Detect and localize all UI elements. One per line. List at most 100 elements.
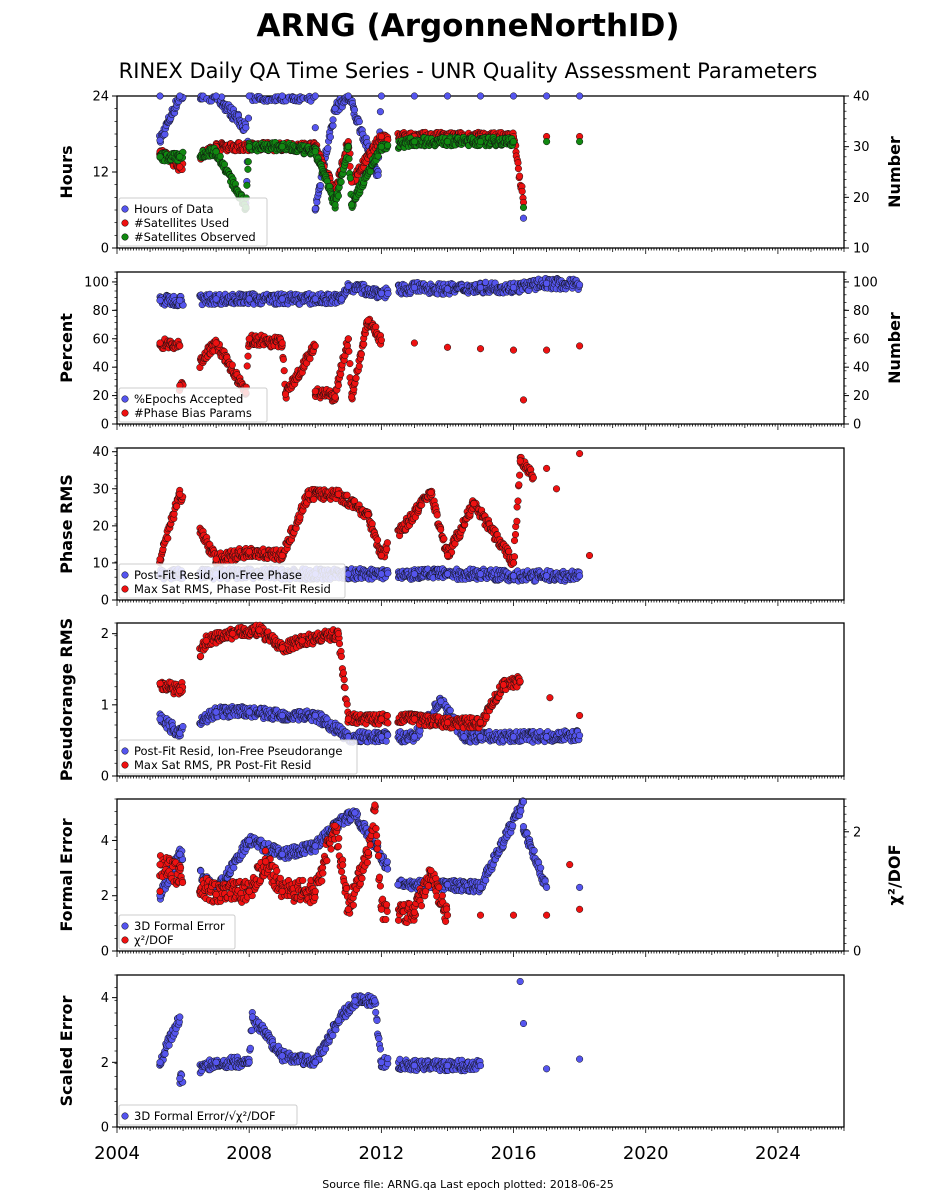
- data-point: [338, 295, 346, 303]
- data-point: [364, 511, 372, 519]
- data-point: [346, 360, 354, 368]
- data-point: [576, 281, 584, 289]
- data-point: [513, 503, 521, 511]
- series-hours-of-data: [156, 92, 584, 222]
- data-point: [443, 343, 452, 351]
- data-point: [433, 511, 441, 519]
- data-point: [443, 138, 452, 146]
- data-point: [345, 155, 353, 163]
- y2-tick-label: 60: [853, 332, 870, 347]
- data-point: [437, 525, 445, 534]
- data-point: [329, 122, 337, 130]
- data-point: [518, 187, 526, 195]
- data-point: [509, 559, 518, 567]
- data-point: [278, 339, 286, 347]
- data-point: [346, 174, 354, 182]
- data-point: [278, 143, 286, 151]
- data-point: [316, 181, 325, 190]
- data-point: [427, 488, 435, 497]
- data-point: [331, 201, 339, 209]
- data-point: [212, 339, 220, 347]
- data-point: [383, 545, 391, 553]
- data-point: [156, 555, 164, 563]
- data-point: [576, 92, 584, 100]
- data-point: [476, 138, 485, 146]
- data-point: [352, 374, 360, 382]
- data-point: [242, 124, 250, 132]
- data-point: [519, 396, 528, 404]
- data-point: [244, 114, 253, 122]
- series-max-sat-rms-phase-post-fit-resid: [156, 450, 594, 569]
- legend-marker: [121, 233, 129, 241]
- y2-tick-label: 0: [853, 418, 861, 433]
- panel-2: 0 20 40 60 80 100 0 20 40 60 80 100 Percent Number %Ep…: [57, 271, 904, 433]
- data-point: [543, 572, 551, 580]
- legend-label: #Satellites Used: [134, 216, 229, 230]
- y-tick-label: 1: [101, 698, 109, 713]
- series--epochs-accepted: [156, 274, 584, 310]
- data-point: [311, 342, 319, 350]
- data-point: [156, 92, 164, 100]
- y2-tick-label: 20: [853, 389, 870, 404]
- data-point: [514, 497, 522, 505]
- data-point: [377, 570, 385, 578]
- data-point: [176, 342, 184, 350]
- data-point: [364, 316, 372, 324]
- legend-label: %Epochs Accepted: [134, 392, 243, 406]
- data-point: [515, 481, 523, 489]
- data-point: [514, 165, 522, 173]
- legend-marker: [121, 395, 129, 403]
- data-point: [443, 92, 452, 100]
- legend-label: Post-Fit Resid, Ion-Free Phase: [134, 568, 302, 582]
- y2-tick-label: 80: [853, 304, 870, 319]
- data-point: [509, 346, 518, 354]
- data-point: [372, 323, 380, 331]
- y-tick-label: 40: [92, 361, 109, 376]
- data-point: [377, 289, 385, 297]
- data-point: [519, 214, 528, 222]
- data-point: [543, 464, 551, 472]
- data-point: [310, 495, 318, 503]
- y-axis-label: Hours: [57, 145, 76, 198]
- data-point: [576, 572, 584, 580]
- y-tick-label: 0: [101, 418, 109, 433]
- legend: %Epochs Accepted#Phase Bias Params: [118, 387, 268, 423]
- y-tick-label: 40: [92, 445, 109, 460]
- data-point: [244, 158, 252, 166]
- figure-title: ARNG (ArgonneNorthID): [257, 8, 680, 44]
- data-point: [476, 92, 485, 100]
- data-point: [355, 118, 363, 126]
- data-point: [212, 92, 220, 100]
- data-point: [278, 295, 286, 303]
- data-point: [440, 535, 448, 543]
- data-point: [228, 361, 236, 369]
- data-point: [510, 553, 519, 561]
- data-point: [476, 284, 485, 292]
- data-point: [337, 178, 345, 186]
- data-point: [176, 490, 184, 498]
- data-point: [377, 336, 385, 344]
- legend-label: #Phase Bias Params: [134, 406, 252, 420]
- data-point: [377, 551, 385, 560]
- data-point: [313, 198, 321, 206]
- data-point: [176, 92, 184, 100]
- data-point: [576, 342, 584, 350]
- data-point: [245, 143, 253, 151]
- data-point: [410, 138, 418, 146]
- data-point: [516, 172, 524, 180]
- y-tick-label: 30: [92, 482, 109, 497]
- data-point: [470, 500, 478, 508]
- y-tick-label: 60: [92, 332, 109, 347]
- data-point: [212, 555, 220, 563]
- data-point: [344, 282, 352, 290]
- data-point: [334, 381, 342, 389]
- data-point: [344, 92, 352, 100]
- data-point: [245, 92, 253, 100]
- data-point: [245, 548, 253, 556]
- data-points: [156, 621, 584, 746]
- data-point: [244, 165, 252, 173]
- data-point: [212, 148, 220, 156]
